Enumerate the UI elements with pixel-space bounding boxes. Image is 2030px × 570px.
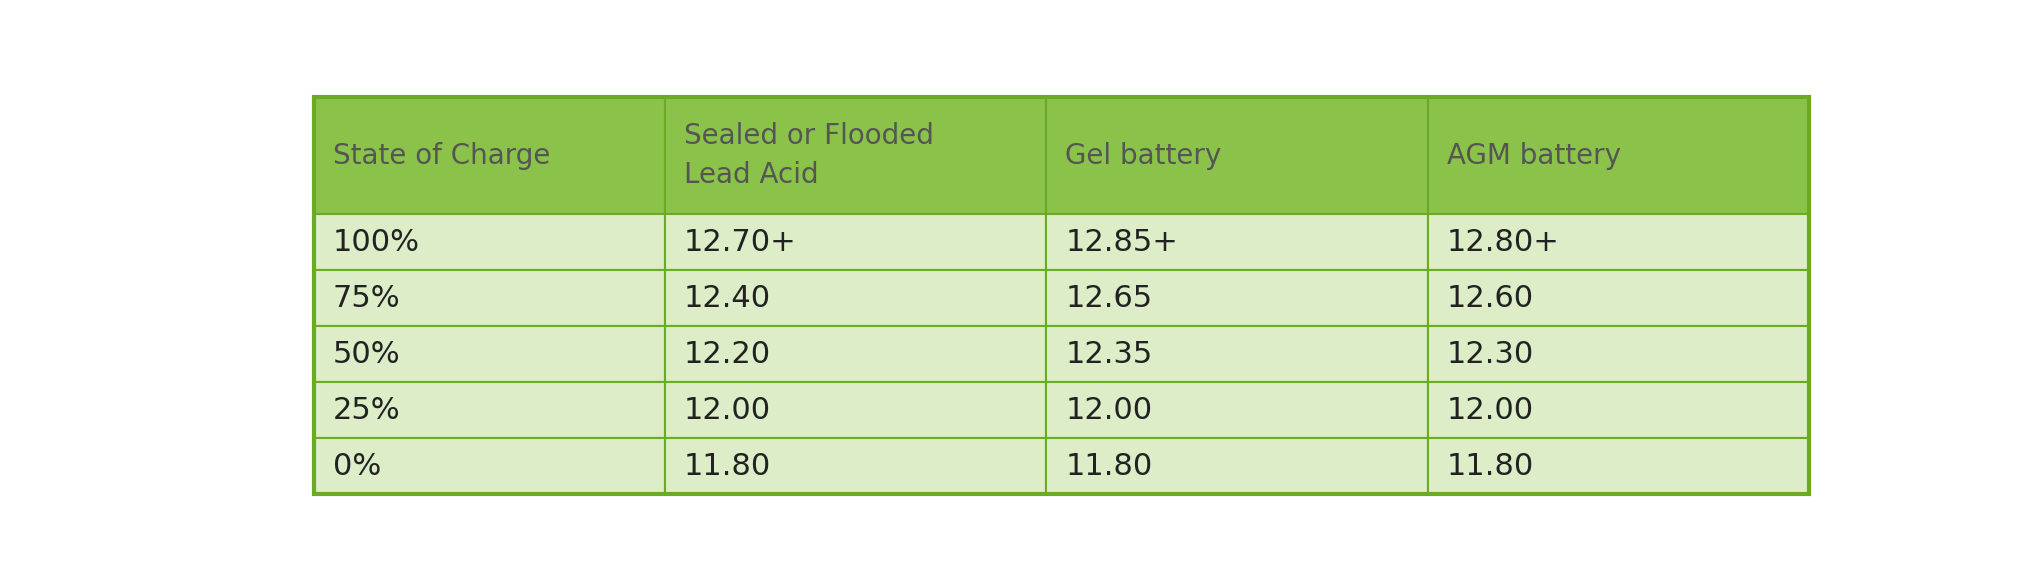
Text: 12.80+: 12.80+ bbox=[1445, 227, 1559, 256]
FancyBboxPatch shape bbox=[313, 270, 664, 326]
Text: 12.60: 12.60 bbox=[1445, 284, 1533, 312]
Text: 12.65: 12.65 bbox=[1066, 284, 1151, 312]
Text: 12.70+: 12.70+ bbox=[684, 227, 796, 256]
FancyBboxPatch shape bbox=[313, 382, 664, 438]
Text: 11.80: 11.80 bbox=[1066, 451, 1151, 481]
FancyBboxPatch shape bbox=[313, 97, 664, 214]
Text: Gel battery: Gel battery bbox=[1066, 141, 1220, 169]
Text: 12.00: 12.00 bbox=[1445, 396, 1533, 425]
Text: 100%: 100% bbox=[333, 227, 420, 256]
Text: 11.80: 11.80 bbox=[684, 451, 771, 481]
Text: AGM battery: AGM battery bbox=[1445, 141, 1620, 169]
FancyBboxPatch shape bbox=[1427, 97, 1809, 214]
Text: 50%: 50% bbox=[333, 340, 400, 369]
Text: 12.35: 12.35 bbox=[1066, 340, 1151, 369]
FancyBboxPatch shape bbox=[313, 438, 664, 494]
Text: Sealed or Flooded
Lead Acid: Sealed or Flooded Lead Acid bbox=[684, 122, 934, 189]
Text: 11.80: 11.80 bbox=[1445, 451, 1533, 481]
FancyBboxPatch shape bbox=[664, 438, 1045, 494]
Text: 12.00: 12.00 bbox=[684, 396, 771, 425]
FancyBboxPatch shape bbox=[664, 270, 1045, 326]
FancyBboxPatch shape bbox=[1427, 270, 1809, 326]
FancyBboxPatch shape bbox=[664, 326, 1045, 382]
FancyBboxPatch shape bbox=[1045, 326, 1427, 382]
FancyBboxPatch shape bbox=[1045, 214, 1427, 270]
FancyBboxPatch shape bbox=[1427, 326, 1809, 382]
FancyBboxPatch shape bbox=[1427, 214, 1809, 270]
FancyBboxPatch shape bbox=[313, 326, 664, 382]
FancyBboxPatch shape bbox=[1045, 270, 1427, 326]
Text: 12.30: 12.30 bbox=[1445, 340, 1533, 369]
FancyBboxPatch shape bbox=[1045, 97, 1427, 214]
Text: State of Charge: State of Charge bbox=[333, 141, 550, 169]
Text: 0%: 0% bbox=[333, 451, 382, 481]
FancyBboxPatch shape bbox=[313, 214, 664, 270]
Text: 12.85+: 12.85+ bbox=[1066, 227, 1177, 256]
FancyBboxPatch shape bbox=[1045, 438, 1427, 494]
FancyBboxPatch shape bbox=[1427, 438, 1809, 494]
FancyBboxPatch shape bbox=[1427, 382, 1809, 438]
Text: 25%: 25% bbox=[333, 396, 400, 425]
Text: 12.20: 12.20 bbox=[684, 340, 771, 369]
Text: 12.40: 12.40 bbox=[684, 284, 771, 312]
Text: 12.00: 12.00 bbox=[1066, 396, 1151, 425]
FancyBboxPatch shape bbox=[664, 97, 1045, 214]
FancyBboxPatch shape bbox=[664, 214, 1045, 270]
FancyBboxPatch shape bbox=[1045, 382, 1427, 438]
Text: 75%: 75% bbox=[333, 284, 400, 312]
FancyBboxPatch shape bbox=[664, 382, 1045, 438]
